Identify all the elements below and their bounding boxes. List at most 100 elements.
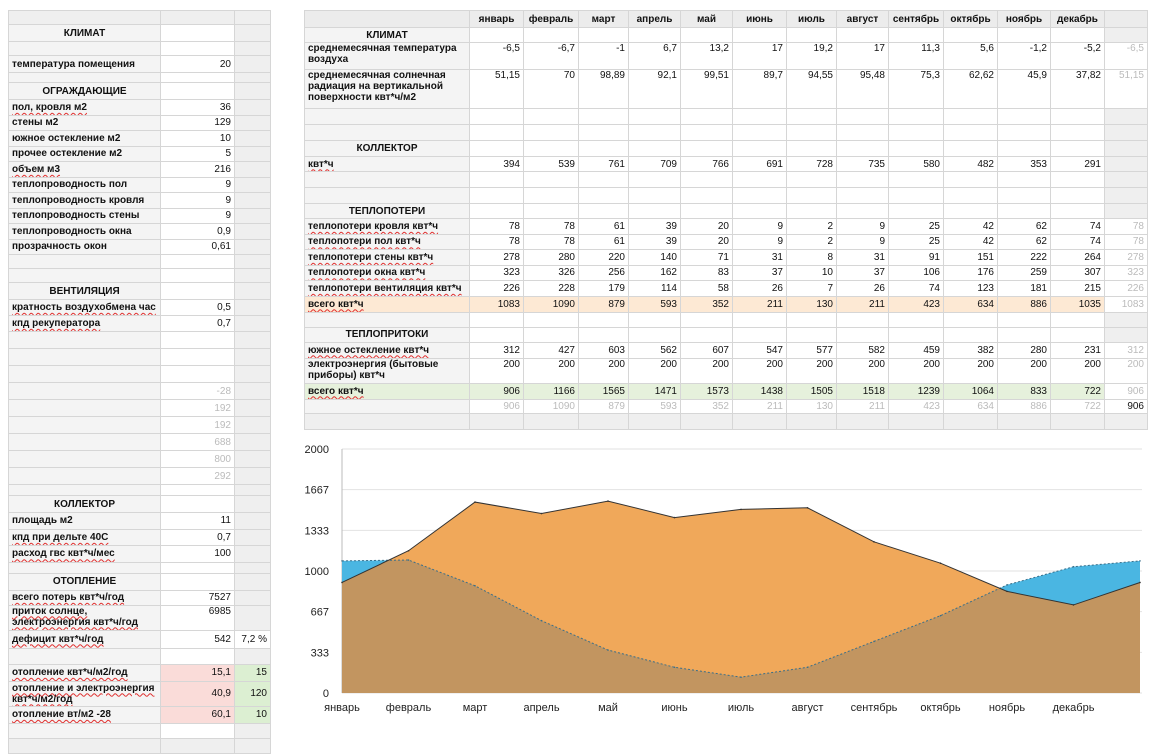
month-value[interactable]: 78 bbox=[523, 218, 579, 235]
month-value[interactable]: 94,55 bbox=[786, 69, 837, 109]
result-target[interactable]: 15 bbox=[234, 663, 271, 682]
result-target[interactable]: 10 bbox=[234, 705, 271, 724]
month-value[interactable]: 735 bbox=[836, 156, 889, 172]
month-value[interactable]: 312 bbox=[469, 341, 524, 359]
month-header[interactable]: июнь bbox=[732, 10, 787, 28]
month-value[interactable]: 200 bbox=[1050, 357, 1105, 384]
month-value[interactable]: 1064 bbox=[943, 382, 998, 400]
section-title[interactable]: ТЕПЛОПОТЕРИ bbox=[304, 203, 470, 219]
param-value[interactable]: 9 bbox=[160, 207, 235, 224]
month-value[interactable]: 722 bbox=[1050, 382, 1105, 400]
month-value[interactable]: 382 bbox=[943, 341, 998, 359]
param-value[interactable]: 36 bbox=[160, 99, 235, 116]
extra-value[interactable]: 200 bbox=[1104, 357, 1148, 384]
month-value[interactable]: 482 bbox=[943, 156, 998, 172]
month-value[interactable]: 427 bbox=[523, 341, 579, 359]
month-value[interactable]: 11,3 bbox=[888, 42, 944, 70]
month-value[interactable]: 106 bbox=[888, 264, 944, 281]
month-value[interactable]: 1090 bbox=[523, 295, 579, 313]
month-value[interactable]: 95,48 bbox=[836, 69, 889, 109]
param-value[interactable]: 20 bbox=[160, 55, 235, 73]
month-value[interactable]: 906 bbox=[469, 382, 524, 400]
month-value[interactable]: 70 bbox=[523, 69, 579, 109]
month-value[interactable]: 89,7 bbox=[732, 69, 787, 109]
month-value[interactable]: -6,7 bbox=[523, 42, 579, 70]
month-value[interactable]: 539 bbox=[523, 156, 579, 172]
month-value[interactable]: 291 bbox=[1050, 156, 1105, 172]
month-value[interactable]: 352 bbox=[680, 398, 733, 414]
month-value[interactable]: 140 bbox=[628, 249, 681, 266]
month-value[interactable]: 74 bbox=[888, 280, 944, 297]
month-value[interactable]: 222 bbox=[997, 249, 1051, 266]
month-value[interactable]: 17 bbox=[732, 42, 787, 70]
param-value[interactable]: 0,61 bbox=[160, 238, 235, 255]
month-value[interactable]: 200 bbox=[888, 357, 944, 384]
month-value[interactable]: 603 bbox=[578, 341, 629, 359]
month-value[interactable]: 307 bbox=[1050, 264, 1105, 281]
month-value[interactable]: 62 bbox=[997, 233, 1051, 250]
month-value[interactable]: 215 bbox=[1050, 280, 1105, 297]
month-header[interactable]: февраль bbox=[523, 10, 579, 28]
month-value[interactable]: 562 bbox=[628, 341, 681, 359]
month-value[interactable]: 181 bbox=[997, 280, 1051, 297]
param-value[interactable]: 10 bbox=[160, 130, 235, 147]
month-value[interactable]: 577 bbox=[786, 341, 837, 359]
month-header[interactable]: март bbox=[578, 10, 629, 28]
extra-value[interactable]: 78 bbox=[1104, 233, 1148, 250]
month-value[interactable]: 179 bbox=[578, 280, 629, 297]
month-value[interactable]: 98,89 bbox=[578, 69, 629, 109]
month-header[interactable]: декабрь bbox=[1050, 10, 1105, 28]
month-value[interactable]: 123 bbox=[943, 280, 998, 297]
month-value[interactable]: 220 bbox=[578, 249, 629, 266]
section-title[interactable]: ТЕПЛОПРИТОКИ bbox=[304, 326, 470, 343]
month-value[interactable]: 211 bbox=[732, 398, 787, 414]
month-value[interactable]: 280 bbox=[523, 249, 579, 266]
month-value[interactable]: 62,62 bbox=[943, 69, 998, 109]
param-value[interactable]: 5 bbox=[160, 145, 235, 162]
month-value[interactable]: 353 bbox=[997, 156, 1051, 172]
month-value[interactable]: 71 bbox=[680, 249, 733, 266]
month-value[interactable]: 20 bbox=[680, 218, 733, 235]
section-title[interactable]: КОЛЛЕКТОР bbox=[304, 140, 470, 157]
month-value[interactable]: 9 bbox=[836, 218, 889, 235]
month-value[interactable]: 607 bbox=[680, 341, 733, 359]
extra-value[interactable]: 323 bbox=[1104, 264, 1148, 281]
month-value[interactable]: 2 bbox=[786, 233, 837, 250]
result-target[interactable]: 120 bbox=[234, 680, 271, 707]
result-value[interactable]: 40,9 bbox=[160, 680, 235, 707]
section-title[interactable]: КОЛЛЕКТОР bbox=[8, 495, 161, 513]
section-title[interactable]: ОТОПЛЕНИЕ bbox=[8, 572, 161, 591]
month-value[interactable]: 9 bbox=[836, 233, 889, 250]
month-value[interactable]: 130 bbox=[786, 398, 837, 414]
month-value[interactable]: 37 bbox=[836, 264, 889, 281]
month-value[interactable]: 78 bbox=[523, 233, 579, 250]
month-value[interactable]: 1438 bbox=[732, 382, 787, 400]
month-value[interactable]: 593 bbox=[628, 295, 681, 313]
month-value[interactable]: 39 bbox=[628, 218, 681, 235]
month-value[interactable]: 62 bbox=[997, 218, 1051, 235]
month-value[interactable]: 634 bbox=[943, 295, 998, 313]
month-header[interactable]: июль bbox=[786, 10, 837, 28]
param-value[interactable]: 0,7 bbox=[160, 528, 235, 546]
month-value[interactable]: -1 bbox=[578, 42, 629, 70]
param-value[interactable]: 9 bbox=[160, 176, 235, 193]
month-value[interactable]: 582 bbox=[836, 341, 889, 359]
month-value[interactable]: 200 bbox=[836, 357, 889, 384]
month-value[interactable]: 25 bbox=[888, 233, 944, 250]
month-value[interactable]: 226 bbox=[469, 280, 524, 297]
month-value[interactable]: 886 bbox=[997, 295, 1051, 313]
month-header[interactable]: апрель bbox=[628, 10, 681, 28]
section-title[interactable]: КЛИМАТ bbox=[8, 24, 161, 42]
month-value[interactable]: 7 bbox=[786, 280, 837, 297]
param-value[interactable]: 0,9 bbox=[160, 223, 235, 240]
month-value[interactable]: 264 bbox=[1050, 249, 1105, 266]
month-value[interactable]: 61 bbox=[578, 233, 629, 250]
month-value[interactable]: 259 bbox=[997, 264, 1051, 281]
month-value[interactable]: 75,3 bbox=[888, 69, 944, 109]
extra-value[interactable]: 278 bbox=[1104, 249, 1148, 266]
month-value[interactable]: -6,5 bbox=[469, 42, 524, 70]
month-value[interactable]: 58 bbox=[680, 280, 733, 297]
extra-value[interactable]: 312 bbox=[1104, 341, 1148, 359]
month-value[interactable]: 114 bbox=[628, 280, 681, 297]
month-value[interactable]: 74 bbox=[1050, 233, 1105, 250]
